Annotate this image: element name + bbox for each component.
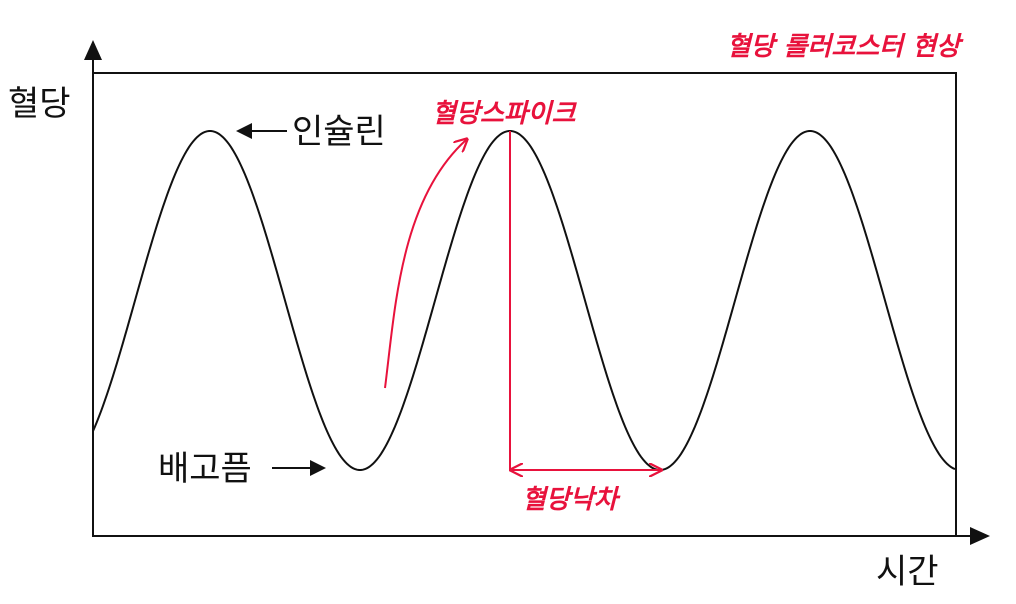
spike-label: 혈당스파이크 — [432, 99, 578, 129]
y-axis-label: 혈당 — [8, 84, 71, 124]
chart-title: 혈당 롤러코스터 현상 — [727, 32, 964, 62]
drop-label: 혈당낙차 — [522, 485, 621, 515]
y-axis-arrowhead — [84, 40, 102, 60]
hunger-label: 배고픔 — [158, 449, 252, 489]
hunger-arrowhead — [310, 460, 326, 476]
spike-arrow — [384, 140, 466, 389]
blood-sugar-curve — [92, 130, 956, 471]
insulin-label: 인슐린 — [292, 112, 386, 152]
x-axis-arrowhead — [970, 527, 990, 545]
insulin-arrowhead — [236, 123, 252, 139]
x-axis-label: 시간 — [876, 552, 939, 592]
